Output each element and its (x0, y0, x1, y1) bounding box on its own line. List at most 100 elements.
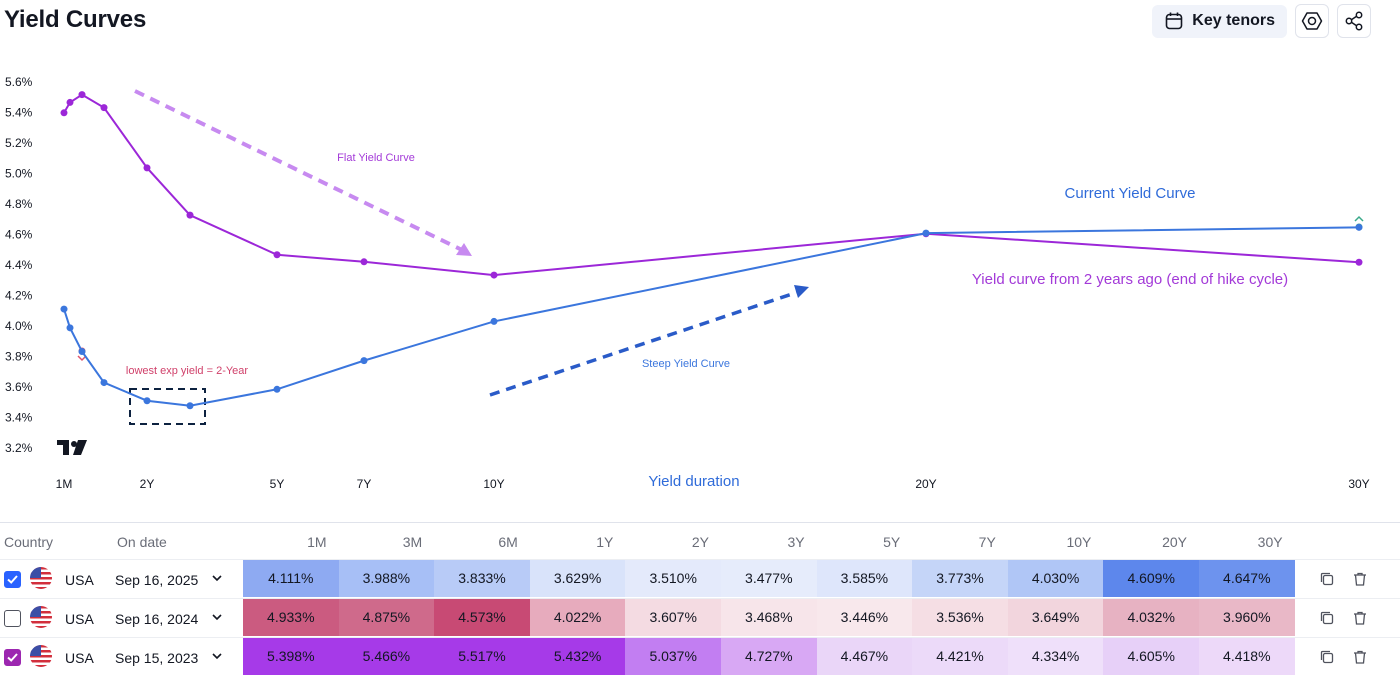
table-header: Country On date 1M 3M 6M 1Y 2Y 3Y 5Y 7Y 10Y 20Y 30Y (0, 523, 1400, 559)
yield-cell: 4.727% (721, 638, 817, 675)
lowest-yield-box (129, 388, 206, 425)
y-tick-label: 3.4% (5, 411, 33, 425)
table-body: USA Sep 16, 2025 4.111% 3.988% 3.833% 3.629% 3… (0, 559, 1400, 676)
settings-button[interactable] (1295, 4, 1329, 38)
gear-icon (1301, 12, 1323, 30)
yield-cell: 4.875% (338, 599, 435, 636)
copy-icon[interactable] (1319, 610, 1335, 629)
x-tick-label: 30Y (1348, 477, 1369, 491)
trash-icon[interactable] (1352, 571, 1368, 590)
page-title: Yield Curves (4, 6, 147, 33)
yield-table: Country On date 1M 3M 6M 1Y 2Y 3Y 5Y 7Y 10Y 20Y 30Y … (0, 522, 1400, 676)
trash-icon[interactable] (1352, 649, 1368, 668)
date-label: Sep 16, 2025 (115, 572, 199, 588)
two-years-ago-label: Yield curve from 2 years ago (end of hik… (972, 271, 1288, 288)
yield-cell: 4.421% (912, 638, 1008, 675)
y-tick-label: 4.8% (5, 197, 33, 211)
steep-curve-label: Steep Yield Curve (642, 358, 730, 370)
column-header: 10Y (1066, 534, 1092, 550)
data-point (360, 258, 368, 266)
yield-curve-chart: 5.6% 5.4% 5.2% 5.0% 4.8% 4.6% 4.4% 4.2% 4.0% 3.8%… (5, 75, 1370, 491)
yield-cell: 3.585% (816, 560, 913, 597)
yield-cell: 4.609% (1103, 560, 1199, 597)
yield-cell: 5.037% (625, 638, 721, 675)
copy-icon[interactable] (1319, 571, 1335, 590)
yield-cell: 4.111% (243, 560, 339, 597)
y-tick-label: 4.6% (5, 228, 33, 242)
data-point (100, 379, 108, 387)
y-tick-label: 5.6% (5, 75, 33, 89)
data-point (60, 109, 68, 117)
date-label: Sep 16, 2024 (115, 611, 199, 627)
lowest-yield-label: lowest exp yield = 2-Year (126, 365, 249, 377)
data-point (1355, 223, 1363, 231)
country-label: USA (65, 572, 94, 588)
date-label: Sep 15, 2023 (115, 650, 199, 666)
y-tick-label: 4.2% (5, 289, 33, 303)
x-axis-title: Yield duration (648, 473, 739, 490)
current-curve-label: Current Yield Curve (1065, 185, 1196, 202)
key-tenors-label: Key tenors (1192, 12, 1275, 29)
yield-cell: 5.466% (338, 638, 435, 675)
x-tick-label: 2Y (140, 477, 155, 491)
date-dropdown-icon[interactable] (210, 571, 224, 588)
x-tick-label: 7Y (357, 477, 372, 491)
y-tick-label: 3.2% (5, 441, 33, 455)
data-point (100, 104, 108, 112)
date-dropdown-icon[interactable] (210, 649, 224, 666)
data-point (490, 317, 498, 325)
yield-cell: 5.432% (529, 638, 626, 675)
data-point (1355, 258, 1363, 266)
y-tick-label: 4.4% (5, 258, 33, 272)
y-tick-label: 3.6% (5, 380, 33, 394)
country-label: USA (65, 650, 94, 666)
row-checkbox[interactable] (4, 610, 21, 627)
data-point (143, 164, 151, 172)
y-tick-label: 4.0% (5, 319, 33, 333)
yield-cell: 5.517% (434, 638, 530, 675)
data-point (360, 357, 368, 365)
flat-curve-arrow (134, 89, 472, 256)
us-flag-icon (30, 567, 52, 589)
data-point (273, 385, 281, 393)
data-point (273, 251, 281, 259)
data-point (143, 397, 151, 405)
yield-cell: 4.030% (1007, 560, 1104, 597)
toolbar: Key tenors (1152, 4, 1371, 38)
x-tick-label: 1M (56, 477, 73, 491)
data-point (66, 324, 74, 332)
row-checkbox[interactable] (4, 649, 21, 666)
yield-cell: 3.988% (338, 560, 435, 597)
table-row: USA Sep 16, 2025 4.111% 3.988% 3.833% 3.629% 3… (0, 559, 1400, 598)
data-point (78, 347, 86, 355)
key-tenors-button[interactable]: Key tenors (1152, 4, 1287, 38)
yield-cell: 4.334% (1007, 638, 1104, 675)
yield-cell: 3.446% (816, 599, 913, 636)
data-point (66, 98, 74, 106)
yield-cell: 4.022% (529, 599, 626, 636)
yield-cell: 4.573% (434, 599, 530, 636)
date-dropdown-icon[interactable] (210, 610, 224, 627)
yield-cell: 4.032% (1103, 599, 1199, 636)
column-header: 30Y (1257, 534, 1283, 550)
row-checkbox[interactable] (4, 571, 21, 588)
data-point (78, 91, 86, 99)
series-layer (60, 91, 1363, 410)
tradingview-logo (57, 440, 87, 455)
y-tick-label: 3.8% (5, 350, 33, 364)
share-button[interactable] (1337, 4, 1371, 38)
yield-cell: 3.629% (529, 560, 626, 597)
x-tick-label: 10Y (483, 477, 504, 491)
x-axis: 1M 2Y 5Y 7Y 10Y 20Y 30Y (56, 477, 1370, 491)
column-header: Country (4, 534, 54, 550)
data-point (922, 229, 930, 237)
yield-cell: 3.468% (721, 599, 817, 636)
data-point (186, 211, 194, 219)
yield-cell: 3.510% (625, 560, 721, 597)
yield-cell: 3.607% (625, 599, 721, 636)
copy-icon[interactable] (1319, 649, 1335, 668)
trash-icon[interactable] (1352, 610, 1368, 629)
yield-cell: 3.960% (1199, 599, 1295, 636)
y-axis: 5.6% 5.4% 5.2% 5.0% 4.8% 4.6% 4.4% 4.2% 4.0% 3.8%… (5, 75, 33, 455)
table-row: USA Sep 15, 2023 5.398% 5.466% 5.517% 5.432% 5… (0, 637, 1400, 676)
